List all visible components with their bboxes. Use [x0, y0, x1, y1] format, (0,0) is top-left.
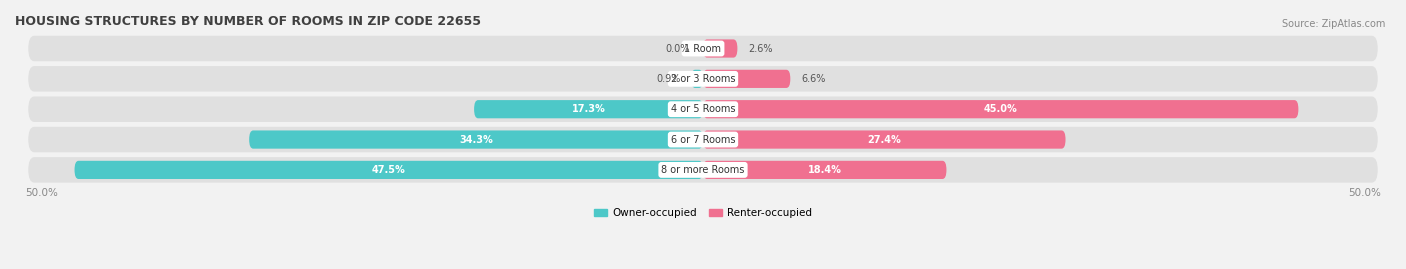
Text: 17.3%: 17.3%: [572, 104, 606, 114]
Text: 34.3%: 34.3%: [460, 134, 494, 144]
Text: 6.6%: 6.6%: [801, 74, 825, 84]
FancyBboxPatch shape: [28, 127, 1378, 152]
FancyBboxPatch shape: [28, 157, 1378, 183]
Text: Source: ZipAtlas.com: Source: ZipAtlas.com: [1281, 19, 1385, 29]
Text: 47.5%: 47.5%: [373, 165, 406, 175]
FancyBboxPatch shape: [703, 100, 1298, 118]
FancyBboxPatch shape: [703, 70, 790, 88]
Text: 0.0%: 0.0%: [665, 44, 690, 54]
Text: 45.0%: 45.0%: [984, 104, 1018, 114]
Text: 18.4%: 18.4%: [808, 165, 842, 175]
Text: 2.6%: 2.6%: [748, 44, 772, 54]
FancyBboxPatch shape: [28, 66, 1378, 92]
Text: 27.4%: 27.4%: [868, 134, 901, 144]
FancyBboxPatch shape: [28, 97, 1378, 122]
FancyBboxPatch shape: [703, 130, 1066, 149]
FancyBboxPatch shape: [28, 36, 1378, 61]
Text: HOUSING STRUCTURES BY NUMBER OF ROOMS IN ZIP CODE 22655: HOUSING STRUCTURES BY NUMBER OF ROOMS IN…: [15, 15, 481, 28]
FancyBboxPatch shape: [75, 161, 703, 179]
Text: 8 or more Rooms: 8 or more Rooms: [661, 165, 745, 175]
Legend: Owner-occupied, Renter-occupied: Owner-occupied, Renter-occupied: [591, 204, 815, 222]
FancyBboxPatch shape: [692, 70, 703, 88]
FancyBboxPatch shape: [703, 39, 737, 58]
FancyBboxPatch shape: [249, 130, 703, 149]
Text: 0.9%: 0.9%: [657, 74, 681, 84]
FancyBboxPatch shape: [703, 161, 946, 179]
Text: 4 or 5 Rooms: 4 or 5 Rooms: [671, 104, 735, 114]
Text: 6 or 7 Rooms: 6 or 7 Rooms: [671, 134, 735, 144]
Text: 2 or 3 Rooms: 2 or 3 Rooms: [671, 74, 735, 84]
FancyBboxPatch shape: [474, 100, 703, 118]
Text: 1 Room: 1 Room: [685, 44, 721, 54]
